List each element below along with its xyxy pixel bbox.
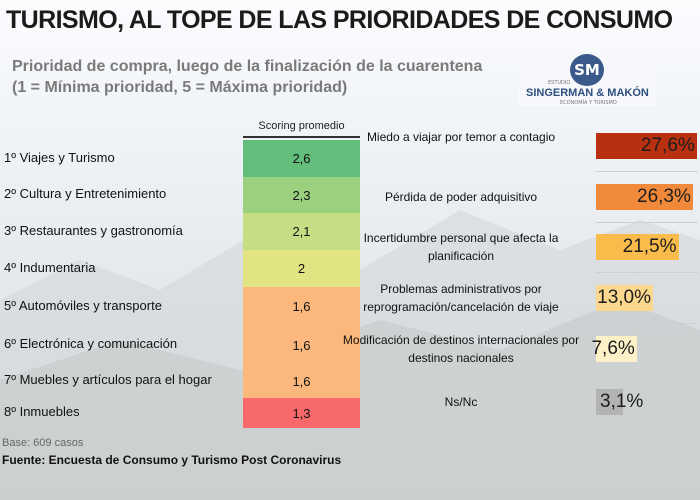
reason-bar: 3,1% bbox=[596, 389, 643, 415]
reason-label: Incertidumbre personal que afecta la pla… bbox=[363, 231, 559, 263]
bar-value-label: 21,5% bbox=[622, 236, 677, 257]
category-label: 7º Muebles y artículos para el hogar bbox=[4, 372, 212, 387]
reason-bar: 27,6% bbox=[596, 133, 697, 159]
score-cell: 2,1 bbox=[243, 213, 360, 250]
score-cell: 1,3 bbox=[243, 398, 360, 428]
separator bbox=[596, 171, 698, 172]
bar-value-label: 27,6% bbox=[640, 135, 695, 156]
bar-value-label: 3,1% bbox=[600, 391, 644, 412]
subtitle: Prioridad de compra, luego de la finaliz… bbox=[12, 56, 482, 98]
logo: SM ESTUDIO SINGERMAN & MAKÓN ECONOMÍA Y … bbox=[518, 52, 656, 106]
reason-label: Ns/Nc bbox=[444, 395, 478, 409]
category-label: 3º Restaurantes y gastronomía bbox=[4, 222, 183, 238]
bar-value-label: 7,6% bbox=[591, 338, 635, 359]
logo-prefix: ESTUDIO bbox=[548, 80, 571, 86]
reason-label: Miedo a viajar por temor a contagio bbox=[366, 130, 556, 144]
category-label: 6º Electrónica y comunicación bbox=[4, 336, 178, 351]
reason-label: Pérdida de poder adquisitivo bbox=[384, 190, 538, 204]
reason-bar: 21,5% bbox=[596, 234, 679, 260]
category-label: 5º Automóviles y transporte bbox=[4, 297, 162, 313]
reason-bar: 26,3% bbox=[596, 184, 693, 210]
score-cell: 2 bbox=[243, 250, 360, 287]
page-title: TURISMO, AL TOPE DE LAS PRIORIDADES DE C… bbox=[6, 6, 673, 34]
category-label: 8º Inmuebles bbox=[4, 404, 80, 419]
logo-tagline: ECONOMÍA Y TURISMO bbox=[560, 100, 617, 106]
category-label: 1º Viajes y Turismo bbox=[4, 149, 115, 165]
reason-bar: 13,0% bbox=[596, 285, 653, 311]
score-cell: 2,6 bbox=[243, 140, 360, 177]
separator bbox=[596, 323, 698, 324]
subtitle-line-2: (1 = Mínima prioridad, 5 = Máxima priori… bbox=[12, 79, 348, 96]
source-note: Fuente: Encuesta de Consumo y Turismo Po… bbox=[2, 453, 342, 467]
score-cell: 2,3 bbox=[243, 177, 360, 213]
logo-name: SINGERMAN & MAKÓN bbox=[526, 87, 649, 99]
reason-label: Problemas administrativos por reprograma… bbox=[363, 282, 559, 314]
bar-value-label: 26,3% bbox=[637, 186, 691, 207]
reason-label: Modificación de destinos internacionales… bbox=[342, 333, 580, 365]
category-label: 4º Indumentaria bbox=[4, 259, 96, 275]
score-cell: 1,6 bbox=[243, 287, 360, 326]
separator bbox=[596, 374, 698, 375]
bar-value-label: 13,0% bbox=[597, 287, 651, 308]
score-cell: 1,6 bbox=[243, 364, 360, 398]
reason-bar: 7,6% bbox=[591, 336, 637, 362]
subtitle-line-1: Prioridad de compra, luego de la finaliz… bbox=[12, 58, 483, 75]
base-note: Base: 609 casos bbox=[2, 437, 84, 449]
score-cell: 1,6 bbox=[243, 326, 360, 364]
column-header: Scoring promedio bbox=[243, 120, 360, 138]
logo-mark: SM bbox=[570, 54, 604, 86]
separator bbox=[596, 272, 698, 273]
separator bbox=[596, 222, 698, 223]
category-label: 2º Cultura y Entretenimiento bbox=[4, 186, 167, 201]
